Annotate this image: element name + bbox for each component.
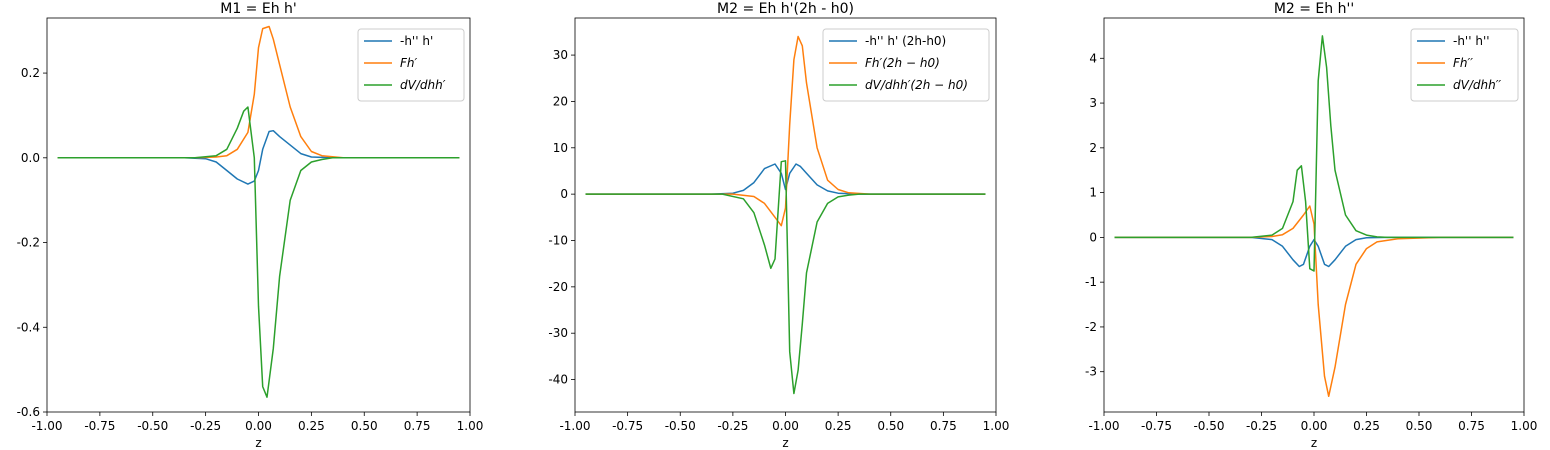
series-line-1 [1114, 236, 1514, 268]
legend: -h'' h' (2h-h0) Fh′(2h − h0) dV/dhh′(2h − … [822, 28, 990, 102]
chart-panel-2: -1.00 -0.75 -0.50 -0.25 0.00 0.25 0.50 0.75 1.00… [548, 1, 1009, 450]
y-tick-label: 0.0 [21, 151, 40, 165]
series-line-3 [585, 160, 986, 395]
x-tick-label: 0.00 [245, 419, 272, 433]
x-tick-label: -0.50 [1193, 419, 1224, 433]
y-tick-label: 1 [1089, 186, 1097, 200]
legend-entry-label: dV/dhh′′ [1453, 78, 1501, 92]
legend-box [822, 28, 990, 102]
x-tick-label: 0.25 [1353, 419, 1380, 433]
x-tick-label: -0.25 [190, 419, 221, 433]
chart-title: M1 = Eh h' [220, 1, 297, 17]
legend-entry-label: Fh′(2h − h0) [865, 56, 940, 70]
series-line-1 [585, 163, 986, 195]
x-tick-label: 1.00 [1511, 419, 1538, 433]
y-tick-label: -3 [1085, 365, 1097, 379]
y-tick-label: -2 [1085, 320, 1097, 334]
legend-entry-label: -h'' h' (2h-h0) [865, 34, 946, 48]
y-tick-label: -0.2 [17, 236, 40, 250]
x-tick-label: -0.25 [717, 419, 748, 433]
legend-entry-label: -h'' h' [400, 34, 433, 48]
x-tick-label: 0.25 [298, 419, 325, 433]
chart-panel-3: -1.00 -0.75 -0.50 -0.25 0.00 0.25 0.50 0.75 1.00… [1085, 1, 1537, 450]
series-line-3 [57, 106, 460, 398]
chart-title: M2 = Eh h'' [1274, 1, 1354, 17]
legend-entry-label: dV/dhh′(2h − h0) [865, 78, 968, 92]
x-tick-label: -1.00 [31, 419, 62, 433]
y-tick-label: -10 [548, 233, 568, 247]
y-tick-label: -1 [1085, 275, 1097, 289]
x-tick-label: 1.00 [457, 419, 484, 433]
x-tick-label: -0.50 [665, 419, 696, 433]
y-tick-label: 3 [1089, 96, 1097, 110]
y-tick-label: 0 [560, 187, 568, 201]
series-line-2 [57, 25, 460, 159]
x-tick-label: 0.50 [877, 419, 904, 433]
series-line-2 [585, 35, 986, 227]
y-tick-label: 0 [1089, 230, 1097, 244]
x-tick-label: -0.50 [137, 419, 168, 433]
legend: -h'' h'' Fh′′ dV/dhh′′ [1410, 28, 1519, 102]
x-axis-label: z [255, 436, 261, 450]
x-tick-label: 0.00 [772, 419, 799, 433]
legend-box [357, 28, 465, 102]
x-tick-label: 0.50 [351, 419, 378, 433]
x-tick-label: -1.00 [559, 419, 590, 433]
legend-entry-label: dV/dhh′ [400, 78, 446, 92]
x-axis-label: z [1311, 436, 1317, 450]
y-tick-label: 20 [553, 94, 568, 108]
y-tick-label: -20 [548, 280, 568, 294]
x-tick-label: -0.75 [84, 419, 115, 433]
legend-entry-label: -h'' h'' [1453, 34, 1490, 48]
y-tick-label: -0.4 [17, 320, 40, 334]
y-tick-label: -40 [548, 373, 568, 387]
legend-box [1410, 28, 1519, 102]
legend-entry-label: Fh′′ [1453, 56, 1473, 70]
chart-panel-1: -1.00 -0.75 -0.50 -0.25 0.00 0.25 0.50 0.75 1.00… [17, 1, 484, 450]
x-tick-label: 0.50 [1406, 419, 1433, 433]
x-axis-label: z [782, 436, 788, 450]
x-tick-label: 1.00 [983, 419, 1010, 433]
x-tick-label: 0.25 [825, 419, 852, 433]
y-tick-label: 2 [1089, 141, 1097, 155]
x-tick-label: -0.75 [612, 419, 643, 433]
x-tick-label: 0.75 [930, 419, 957, 433]
y-tick-label: 4 [1089, 51, 1097, 65]
y-tick-label: -30 [548, 326, 568, 340]
x-tick-label: 0.75 [1458, 419, 1485, 433]
y-tick-label: -0.6 [17, 405, 40, 419]
legend: -h'' h' Fh′ dV/dhh′ [357, 28, 465, 102]
x-tick-label: -1.00 [1088, 419, 1119, 433]
series-line-3 [1114, 35, 1514, 272]
y-tick-label: 30 [553, 48, 568, 62]
series-line-1 [57, 129, 460, 185]
y-tick-label: 0.2 [21, 66, 40, 80]
series-line-2 [1114, 205, 1514, 398]
chart-title: M2 = Eh h'(2h - h0) [717, 1, 854, 17]
x-tick-label: -0.25 [1246, 419, 1277, 433]
legend-entry-label: Fh′ [400, 56, 418, 70]
x-tick-label: -0.75 [1141, 419, 1172, 433]
y-tick-label: 10 [553, 141, 568, 155]
x-tick-label: 0.75 [404, 419, 431, 433]
x-tick-label: 0.00 [1301, 419, 1328, 433]
